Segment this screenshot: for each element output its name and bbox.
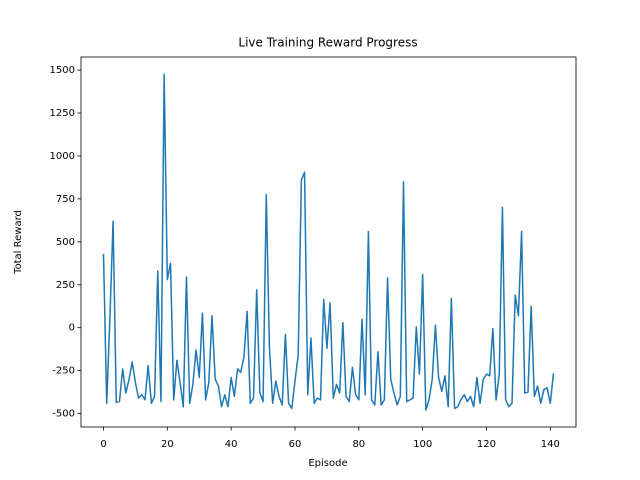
- y-tick-label: -250: [52, 366, 75, 377]
- y-tick-label: 1500: [50, 65, 75, 76]
- x-tick-label: 100: [413, 439, 432, 450]
- y-tick-label: 750: [56, 194, 75, 205]
- y-tick-label: 500: [56, 237, 75, 248]
- data-line: [102, 73, 555, 411]
- x-tick-label: 40: [225, 439, 238, 450]
- x-tick-label: 60: [289, 439, 302, 450]
- y-tick-label: 1000: [50, 151, 75, 162]
- y-tick-label: 0: [69, 323, 75, 334]
- x-axis-label: Episode: [308, 458, 347, 469]
- x-tick-label: 140: [541, 439, 560, 450]
- chart-title: Live Training Reward Progress: [238, 36, 417, 50]
- y-tick-label: 1250: [50, 108, 75, 119]
- x-tick-label: 0: [100, 439, 106, 450]
- y-tick-label: 250: [56, 280, 75, 291]
- y-axis-label: Total Reward: [13, 210, 24, 275]
- x-tick-label: 80: [352, 439, 365, 450]
- y-tick-label: -500: [52, 409, 75, 420]
- x-tick-label: 20: [161, 439, 174, 450]
- x-tick-label: 120: [477, 439, 496, 450]
